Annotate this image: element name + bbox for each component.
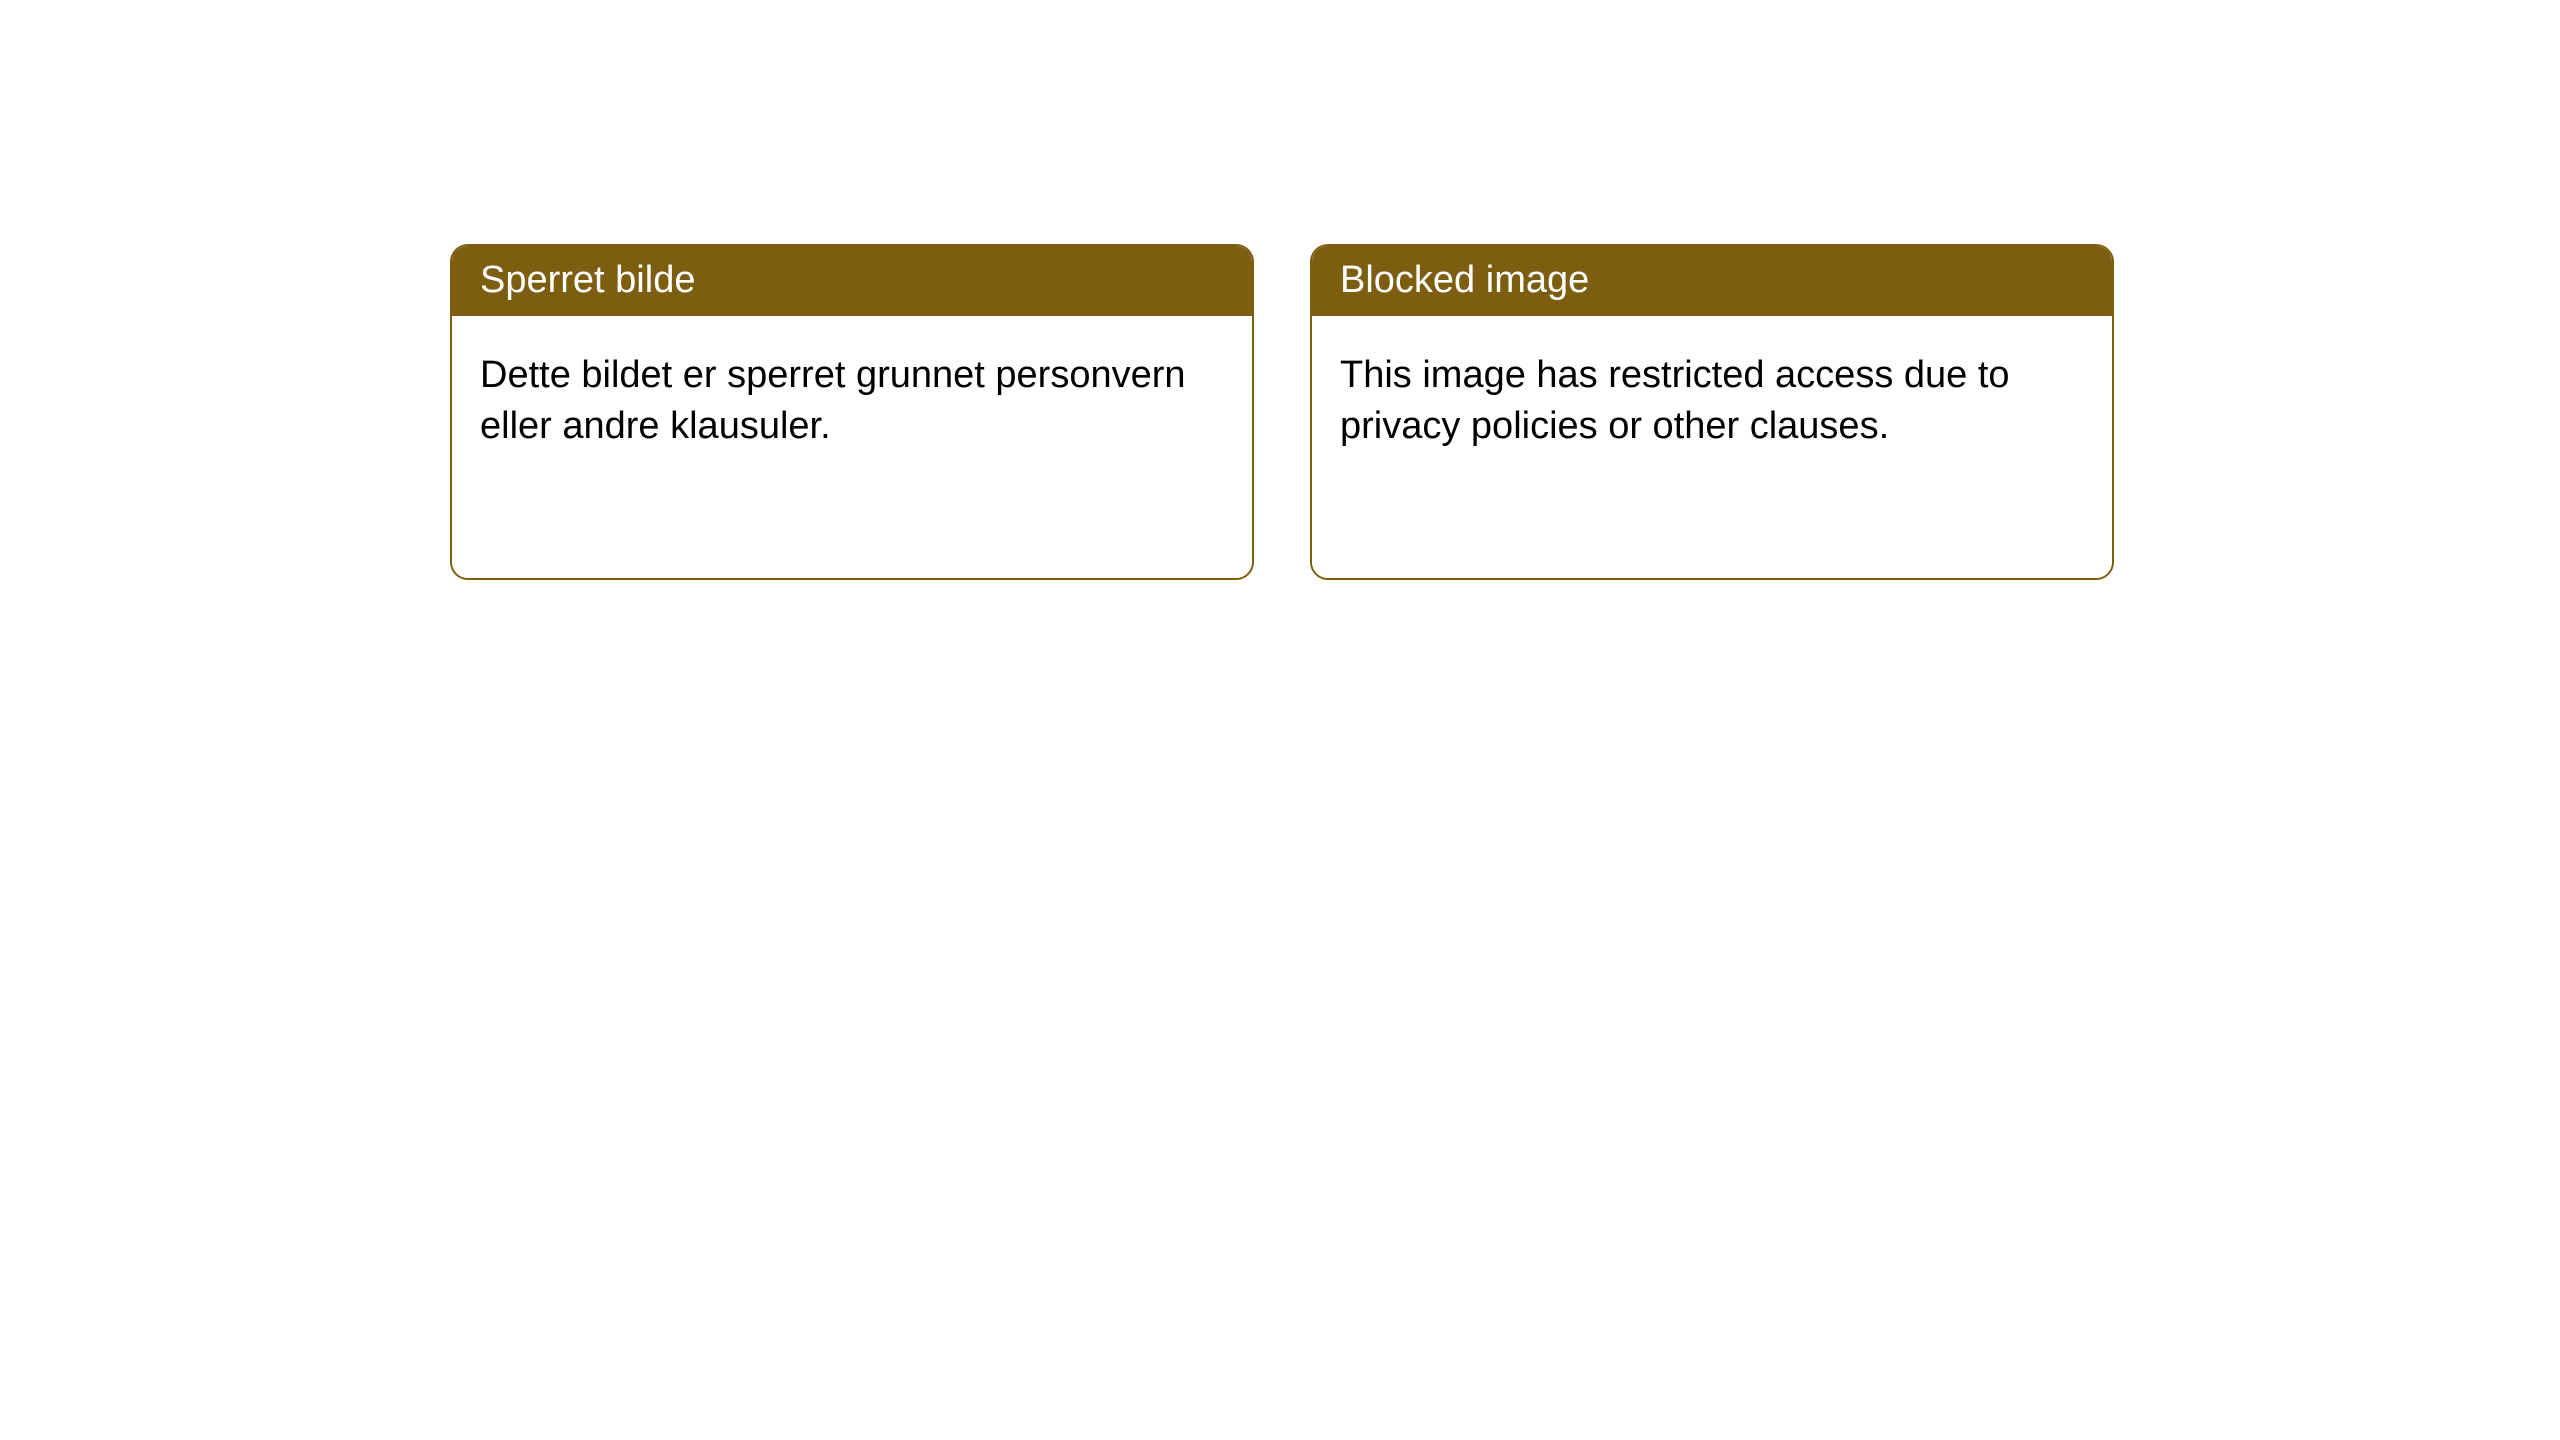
card-body: Dette bildet er sperret grunnet personve…: [452, 316, 1252, 578]
card-header: Sperret bilde: [452, 246, 1252, 316]
blocked-image-card-no: Sperret bilde Dette bildet er sperret gr…: [450, 244, 1254, 580]
card-body: This image has restricted access due to …: [1312, 316, 2112, 578]
blocked-image-card-en: Blocked image This image has restricted …: [1310, 244, 2114, 580]
cards-container: Sperret bilde Dette bildet er sperret gr…: [0, 0, 2560, 580]
card-header: Blocked image: [1312, 246, 2112, 316]
